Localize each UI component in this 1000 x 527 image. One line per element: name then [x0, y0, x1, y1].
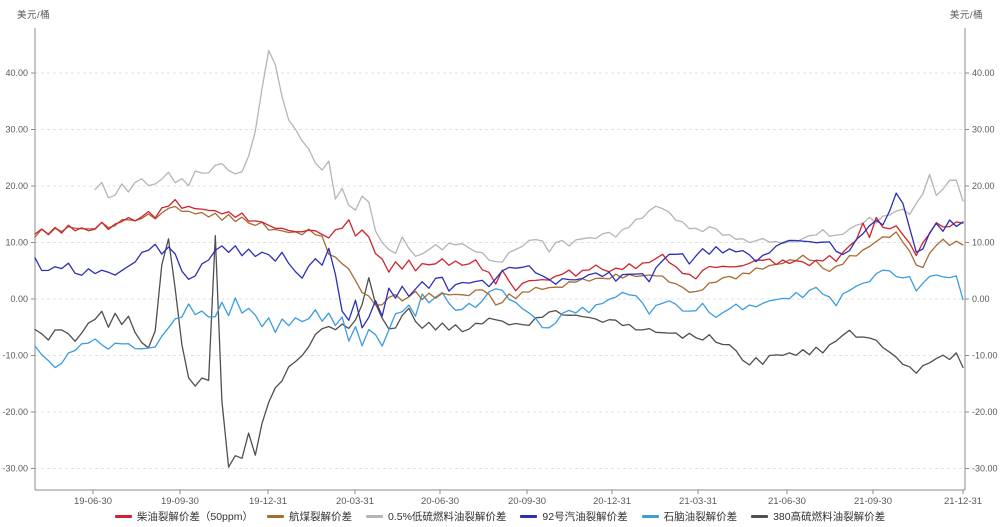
y-tick-label-right: 30.00	[972, 125, 995, 135]
x-tick-label: 21-03-31	[679, 496, 717, 507]
y-tick-label-right: 20.00	[972, 181, 995, 191]
series-line	[94, 49, 964, 263]
x-tick-label: 19-12-31	[249, 496, 287, 507]
x-tick-label: 20-06-30	[421, 496, 459, 507]
y-axis-unit-left: 美元/桶	[17, 10, 51, 21]
x-tick-label: 19-09-30	[161, 496, 199, 507]
series-line	[34, 205, 964, 306]
y-tick-label-right: 0.00	[972, 294, 990, 304]
x-tick-label: 21-12-31	[944, 496, 982, 507]
y-tick-label-left: 40.00	[5, 68, 28, 78]
legend-label: 0.5%低硫燃料油裂解价差	[387, 511, 507, 523]
legend-item-2[interactable]: 0.5%低硫燃料油裂解价差	[365, 509, 507, 524]
series-line	[34, 269, 964, 369]
series-line	[34, 234, 964, 468]
y-tick-label-right: -20.00	[972, 407, 998, 417]
series-line	[34, 192, 964, 329]
legend-swatch-icon	[365, 515, 383, 518]
x-tick-label: 20-12-31	[593, 496, 631, 507]
legend-swatch-icon	[751, 515, 769, 518]
legend-label: 航煤裂解价差	[288, 511, 352, 523]
legend-label: 石脑油裂解价差	[663, 511, 738, 523]
legend-label: 380高硫燃料油裂解价差	[773, 511, 886, 523]
y-tick-label-left: -30.00	[2, 464, 28, 474]
legend-label: 柴油裂解价差（50ppm）	[136, 511, 253, 523]
legend-label: 92号汽油裂解价差	[542, 511, 628, 523]
legend-item-3[interactable]: 92号汽油裂解价差	[520, 509, 628, 524]
y-tick-label-left: 10.00	[5, 238, 28, 248]
y-tick-label-right: 40.00	[972, 68, 995, 78]
x-tick-label: 20-03-31	[336, 496, 374, 507]
y-tick-label-left: 0.00	[10, 294, 28, 304]
y-tick-label-left: 30.00	[5, 125, 28, 135]
series-line	[34, 198, 964, 292]
y-axis-unit-right: 美元/桶	[949, 10, 983, 21]
legend-swatch-icon	[520, 515, 538, 518]
y-tick-label-left: -10.00	[2, 351, 28, 361]
y-tick-label-left: 20.00	[5, 181, 28, 191]
y-tick-label-right: -30.00	[972, 464, 998, 474]
legend-item-1[interactable]: 航煤裂解价差	[266, 509, 352, 524]
y-tick-label-left: -20.00	[2, 407, 28, 417]
x-tick-label: 20-09-30	[508, 496, 546, 507]
legend-item-0[interactable]: 柴油裂解价差（50ppm）	[114, 509, 253, 524]
legend: 柴油裂解价差（50ppm） 航煤裂解价差 0.5%低硫燃料油裂解价差 92号汽油裂解价…	[0, 509, 1000, 524]
x-tick-label: 21-09-30	[854, 496, 892, 507]
y-tick-label-right: -10.00	[972, 351, 998, 361]
legend-swatch-icon	[114, 515, 132, 518]
y-tick-label-right: 10.00	[972, 238, 995, 248]
x-tick-label: 21-06-30	[768, 496, 806, 507]
legend-item-4[interactable]: 石脑油裂解价差	[641, 509, 738, 524]
legend-item-5[interactable]: 380高硫燃料油裂解价差	[751, 509, 885, 524]
x-tick-label: 19-06-30	[74, 496, 112, 507]
legend-swatch-icon	[266, 515, 284, 518]
legend-swatch-icon	[641, 515, 659, 518]
